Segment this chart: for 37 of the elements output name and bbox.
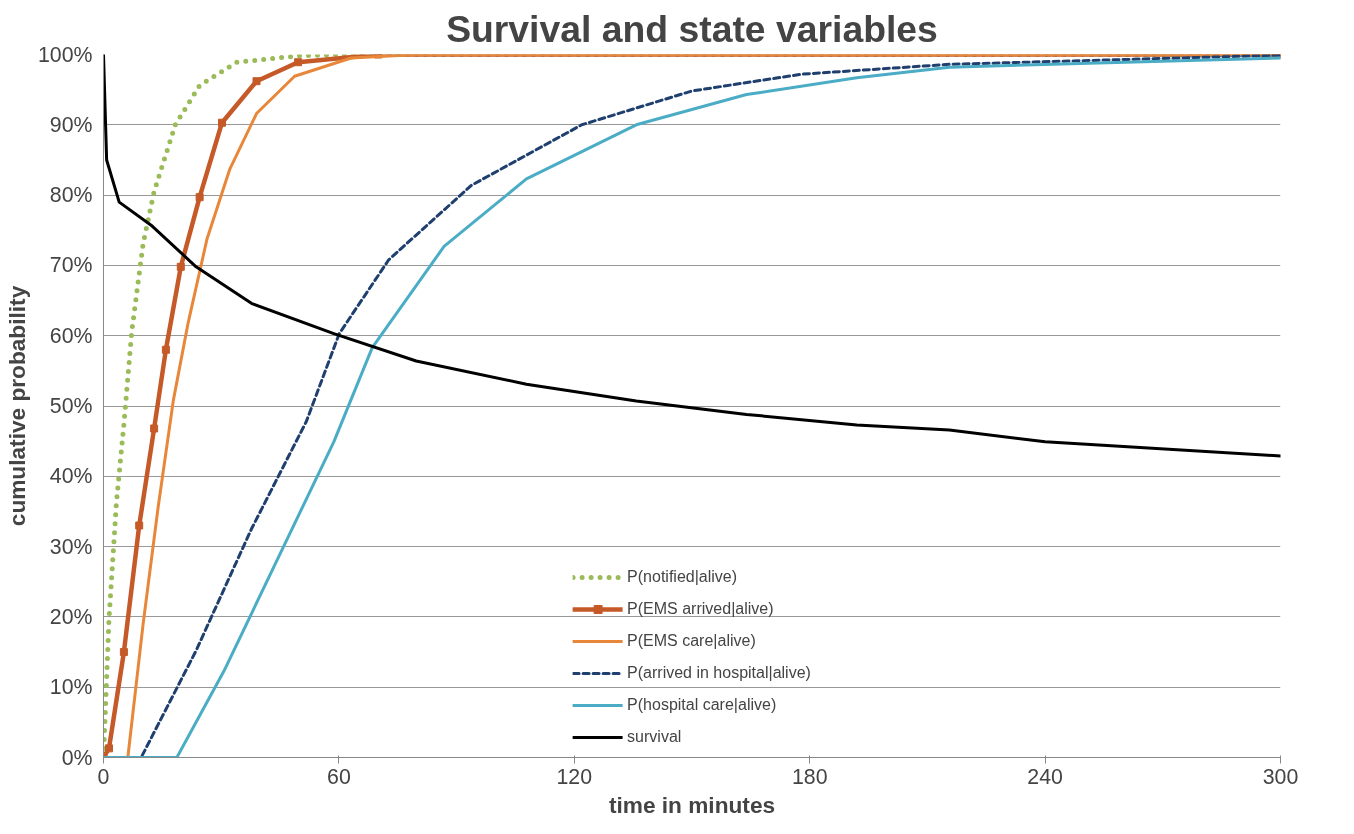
y-tick-label: 30% xyxy=(49,534,93,559)
y-tick-label: 90% xyxy=(49,112,93,137)
point xyxy=(135,521,144,530)
y-tick-label: 100% xyxy=(37,42,93,67)
y-tick-label: 50% xyxy=(49,394,93,418)
y-tick-label: 60% xyxy=(49,323,93,348)
legend-label: P(notified|alive) xyxy=(627,568,738,586)
y-axis-title: cumulative probability xyxy=(3,285,30,527)
x-tick-label: 240 xyxy=(1027,764,1064,789)
y-tick-label: 80% xyxy=(49,183,93,208)
y-tick-label: 10% xyxy=(49,675,93,700)
legend-label: survival xyxy=(627,728,682,746)
y-tick-label: 0% xyxy=(61,745,93,770)
legend-label: P(EMS care|alive) xyxy=(627,632,756,650)
x-tick-label: 60 xyxy=(327,764,351,789)
x-tick-label: 0 xyxy=(97,764,110,789)
point xyxy=(294,58,303,67)
legend-label: P(hospital care|alive) xyxy=(627,696,777,714)
x-tick-label: 180 xyxy=(791,764,828,789)
chart-title: Survival and state variables xyxy=(446,7,938,50)
y-tick-label: 70% xyxy=(49,253,93,278)
point xyxy=(217,118,226,127)
point xyxy=(176,262,185,271)
y-tick-label: 20% xyxy=(49,604,93,629)
x-axis-title: time in minutes xyxy=(608,791,776,818)
x-tick-label: 300 xyxy=(1262,764,1299,789)
point xyxy=(161,345,170,354)
point xyxy=(119,648,128,657)
y-tick-label: 40% xyxy=(49,464,93,489)
legend-label: P(EMS arrived|alive) xyxy=(627,600,774,618)
point xyxy=(195,193,204,202)
line-series xyxy=(103,54,1281,458)
point xyxy=(252,77,261,86)
point xyxy=(150,424,159,433)
point xyxy=(104,744,113,753)
legend-label: P(arrived in hospital|alive) xyxy=(627,664,811,682)
x-tick-label: 120 xyxy=(556,764,593,789)
